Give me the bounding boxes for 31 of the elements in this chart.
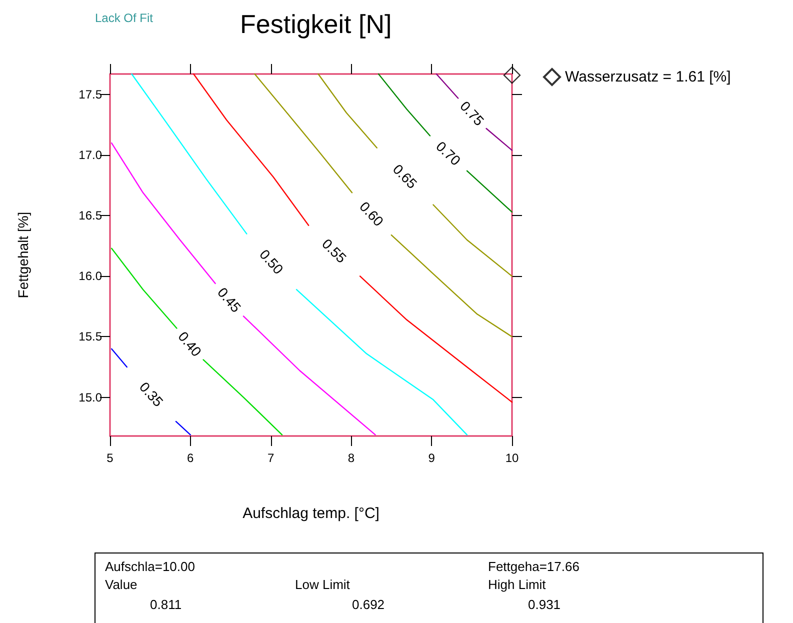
text: Fettgeha=17.66 [488,559,580,574]
y-axis-title: Fettgehalt [%] [15,212,31,298]
x-axis-title: Aufschlag temp. [°C] [242,505,380,522]
text: Value [105,577,138,592]
text: 0.692 [352,597,385,612]
text: 0.931 [528,597,561,612]
text: 0.55 [319,236,350,266]
text: Low Limit [295,577,350,592]
y-tick-label: 16.5 [78,208,102,223]
x-tick-label: 8 [348,451,355,465]
y-tick-label: 16.0 [78,269,102,284]
text: 0.60 [356,198,387,230]
text: 0.35 [136,378,167,410]
y-tick-label: 15.0 [78,390,102,404]
x-tick-label: 9 [428,451,436,465]
x-tick-label: 10 [505,451,519,465]
x-tick-label: 6 [187,451,194,465]
x-tick-label: 5 [106,451,114,465]
y-tick-label: 17.0 [78,148,102,162]
y-tick-label: 17.5 [78,88,102,102]
legend-label: Wasserzusatz = 1.61 [%] [565,68,731,86]
x-tick-label: 7 [267,451,274,465]
text: Aufschla=10.00 [105,559,195,574]
text: 0.65 [390,161,420,192]
text: 0.811 [150,597,182,612]
text: 0.70 [433,138,464,169]
text: High Limit [488,577,546,592]
y-tick-label: 15.5 [78,330,102,344]
text: 0.50 [256,246,287,278]
text: Lack Of Fit [95,11,154,25]
chart-title: Festigkeit [N] [240,9,392,39]
